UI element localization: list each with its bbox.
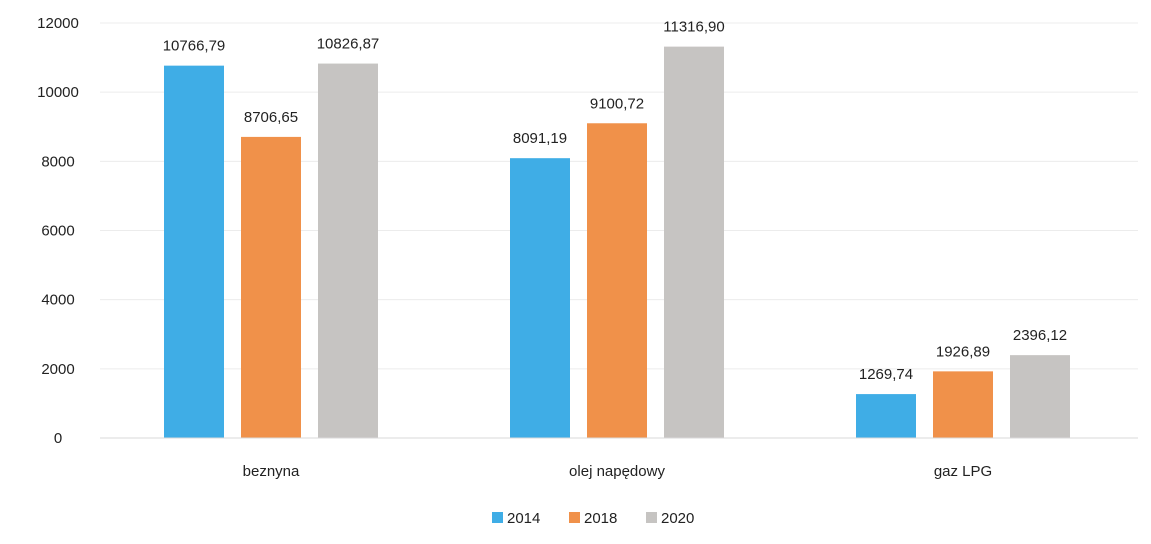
bar-2018-2 bbox=[933, 371, 993, 438]
y-tick-label: 2000 bbox=[41, 361, 74, 378]
data-label: 2396,12 bbox=[1013, 327, 1067, 344]
bar-2014-2 bbox=[856, 394, 916, 438]
y-tick-label: 0 bbox=[54, 430, 62, 447]
bar-2020-2 bbox=[1010, 355, 1070, 438]
data-label: 10826,87 bbox=[317, 36, 380, 53]
data-label: 9100,72 bbox=[590, 95, 644, 112]
bar-2014-1 bbox=[510, 158, 570, 438]
data-label: 1269,74 bbox=[859, 366, 913, 383]
y-tick-label: 8000 bbox=[41, 153, 74, 170]
bar-2020-1 bbox=[664, 46, 724, 439]
x-category-label: olej napędowy bbox=[569, 463, 665, 480]
legend-label-2020: 2020 bbox=[661, 510, 694, 527]
y-tick-label: 10000 bbox=[37, 84, 79, 101]
legend-label-2018: 2018 bbox=[584, 510, 617, 527]
data-labels: 10766,79 8706,65 10826,87 8091,19 9100,72 113… bbox=[163, 19, 1067, 383]
bar-2018-0 bbox=[241, 136, 301, 438]
bars bbox=[164, 46, 1070, 439]
y-tick-label: 6000 bbox=[41, 223, 74, 240]
x-category-label: beznyna bbox=[243, 463, 300, 480]
x-category-label: gaz LPG bbox=[934, 463, 992, 480]
x-axis: beznyna olej napędowy gaz LPG bbox=[100, 437, 1138, 480]
data-label: 1926,89 bbox=[936, 343, 990, 360]
data-label: 11316,90 bbox=[663, 19, 724, 36]
legend-swatch-2014 bbox=[492, 512, 503, 523]
y-axis: 0 2000 4000 6000 8000 10000 12000 bbox=[37, 15, 79, 447]
y-tick-label: 12000 bbox=[37, 15, 79, 32]
data-label: 8706,65 bbox=[244, 109, 298, 126]
legend-label-2014: 2014 bbox=[507, 510, 540, 527]
data-label: 8091,19 bbox=[513, 130, 567, 147]
data-label: 10766,79 bbox=[163, 38, 226, 55]
bar-2018-1 bbox=[587, 123, 647, 438]
bar-2020-0 bbox=[318, 63, 378, 439]
legend-swatch-2020 bbox=[646, 512, 657, 523]
legend: 2014 2018 2020 bbox=[492, 510, 694, 527]
y-tick-label: 4000 bbox=[41, 292, 74, 309]
bar-2014-0 bbox=[164, 65, 224, 439]
legend-swatch-2018 bbox=[569, 512, 580, 523]
